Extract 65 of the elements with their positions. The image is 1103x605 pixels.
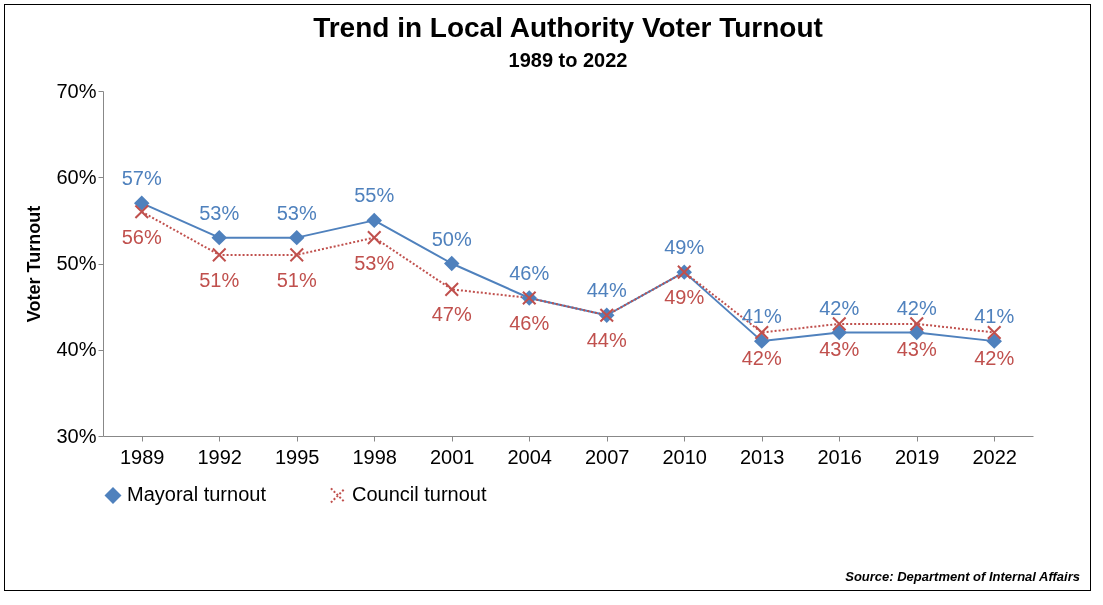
- x-tick-label: 1992: [197, 445, 242, 468]
- data-label: 55%: [354, 184, 395, 207]
- y-tick-label: 30%: [56, 424, 97, 447]
- point: [909, 325, 925, 340]
- x-tick-label: 1998: [352, 445, 397, 468]
- data-label: 41%: [974, 305, 1015, 328]
- data-label: 51%: [199, 268, 240, 291]
- data-label: 53%: [199, 201, 240, 224]
- point: [366, 213, 382, 228]
- data-label: 50%: [431, 227, 472, 250]
- x-tick-label: 1989: [120, 445, 165, 468]
- data-label: 42%: [819, 296, 860, 319]
- data-label: 42%: [974, 346, 1015, 369]
- x-tick-label: 2019: [895, 445, 940, 468]
- point: [444, 282, 460, 297]
- data-label: 49%: [664, 286, 705, 309]
- point: [831, 325, 847, 340]
- point: [134, 204, 150, 220]
- y-tick-label: 70%: [56, 79, 97, 102]
- data-label: 53%: [354, 251, 395, 274]
- point: [831, 316, 847, 332]
- point: [986, 325, 1002, 340]
- data-label: 56%: [121, 225, 162, 248]
- data-label: 47%: [431, 303, 472, 326]
- x-tick-label: 2013: [740, 445, 785, 468]
- data-label: 49%: [664, 236, 705, 259]
- point: [366, 230, 382, 245]
- point: [444, 256, 460, 271]
- data-label: 44%: [586, 279, 627, 302]
- data-label: 44%: [586, 329, 627, 352]
- point: [909, 316, 925, 332]
- data-label: 57%: [121, 167, 162, 190]
- point: [211, 247, 227, 263]
- data-label: 43%: [896, 337, 937, 360]
- chart-title: Trend in Local Authority Voter Turnout: [313, 12, 823, 43]
- data-label: 46%: [509, 262, 550, 284]
- y-axis-title: Voter Turnout: [24, 205, 45, 323]
- point: [986, 333, 1002, 349]
- y-tick-label: 60%: [56, 165, 97, 188]
- legend-label: Council turnout: [352, 483, 487, 506]
- legend-label: Mayoral turnout: [127, 483, 267, 506]
- point: [211, 230, 227, 245]
- data-label: 51%: [276, 268, 317, 291]
- x-tick-label: 2007: [585, 445, 630, 468]
- point: [134, 195, 150, 211]
- x-tick-label: 2022: [972, 445, 1017, 468]
- point: [289, 230, 305, 245]
- y-tick-label: 50%: [56, 252, 97, 274]
- data-label: 53%: [276, 201, 317, 224]
- chart-subtitle: 1989 to 2022: [508, 49, 628, 71]
- x-tick-label: 2016: [817, 445, 862, 468]
- data-label: 43%: [819, 337, 860, 360]
- x-tick-label: 2004: [507, 445, 552, 468]
- x-tick-label: 2010: [662, 445, 707, 468]
- point: [289, 247, 305, 263]
- data-label: 42%: [896, 296, 937, 319]
- point: [754, 333, 770, 349]
- source-note: Source: Department of Internal Affairs: [845, 569, 1080, 584]
- y-tick-label: 40%: [56, 338, 97, 361]
- data-label: 41%: [741, 305, 782, 328]
- data-label: 42%: [741, 346, 782, 369]
- point: [754, 325, 770, 340]
- data-label: 46%: [509, 312, 550, 334]
- x-tick-label: 2001: [430, 445, 475, 468]
- x-tick-label: 1995: [275, 445, 320, 468]
